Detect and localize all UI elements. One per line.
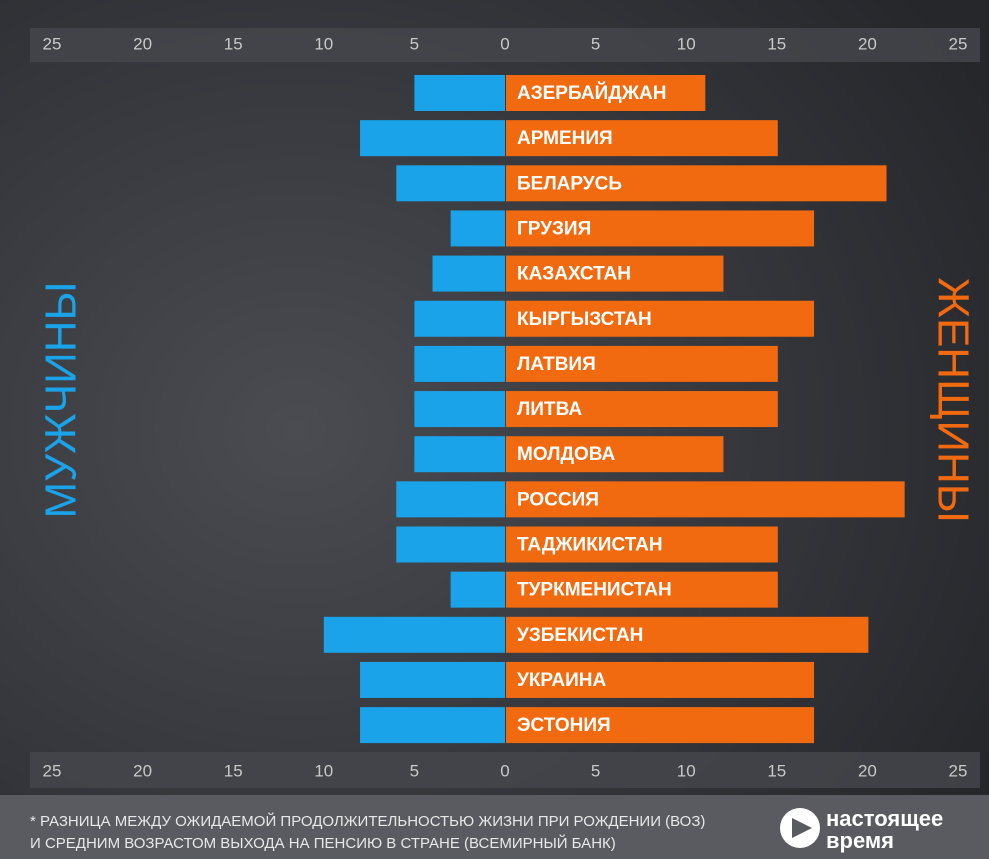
bar [396,165,505,201]
x-tick-label: 25 [43,34,62,53]
x-tick-label: 20 [858,761,877,780]
category-label: УЗБЕКИСТАН [517,625,643,646]
footnote: И СРЕДНИМ ВОЗРАСТОМ ВЫХОДА НА ПЕНСИЮ В С… [30,834,616,852]
logo-text: время [826,828,894,853]
category-label: БЕЛАРУСЬ [517,173,622,194]
x-tick-label: 0 [500,34,509,53]
x-tick-label: 10 [677,34,696,53]
bar [324,617,505,653]
x-tick-label: 5 [410,34,419,53]
category-label: ТАДЖИКИСТАН [517,535,663,556]
bar [451,572,505,608]
x-tick-label: 15 [767,34,786,53]
bar [396,481,505,517]
x-tick-label: 20 [133,761,152,780]
bar [414,436,505,472]
page: МУЖЧИНЫ ЖЕНЩИНЫ * РАЗНИЦА МЕЖДУ ОЖИДАЕМО… [0,0,989,859]
category-label: ГРУЗИЯ [517,218,591,239]
bar [451,210,505,246]
bar [396,527,505,563]
x-tick-label: 10 [314,34,333,53]
women-label: ЖЕНЩИНЫ [928,277,977,522]
x-tick-label: 10 [677,761,696,780]
bar [433,256,505,292]
category-label: ТУРКМЕНИСТАН [517,580,672,601]
x-tick-label: 15 [224,761,243,780]
category-label: РОССИЯ [517,489,599,510]
category-label: МОЛДОВА [517,444,616,465]
x-tick-label: 25 [949,34,968,53]
x-tick-label: 10 [314,761,333,780]
bar [414,346,505,382]
bar [414,75,505,111]
footnote: * РАЗНИЦА МЕЖДУ ОЖИДАЕМОЙ ПРОДОЛЖИТЕЛЬНО… [30,812,705,830]
bar [360,662,505,698]
category-label: КЫРГЫЗСТАН [517,309,652,330]
x-tick-label: 15 [224,34,243,53]
category-label: КАЗАХСТАН [517,264,631,285]
category-label: АРМЕНИЯ [517,128,613,149]
category-label: ЭСТОНИЯ [517,715,611,736]
bar [360,707,505,743]
x-tick-label: 5 [591,34,600,53]
bar [414,391,505,427]
x-tick-label: 20 [133,34,152,53]
category-label: ЛАТВИЯ [517,354,596,375]
x-tick-label: 25 [949,761,968,780]
x-tick-label: 5 [410,761,419,780]
x-tick-label: 5 [591,761,600,780]
x-tick-label: 25 [43,761,62,780]
category-label: УКРАИНА [517,670,607,691]
category-label: ЛИТВА [517,399,582,420]
chart: МУЖЧИНЫ ЖЕНЩИНЫ * РАЗНИЦА МЕЖДУ ОЖИДАЕМО… [0,0,989,859]
category-label: АЗЕРБАЙДЖАН [517,82,666,104]
bar [360,120,505,156]
x-tick-label: 20 [858,34,877,53]
bar [414,301,505,337]
men-label: МУЖЧИНЫ [37,282,86,519]
x-tick-label: 0 [500,761,509,780]
x-tick-label: 15 [767,761,786,780]
